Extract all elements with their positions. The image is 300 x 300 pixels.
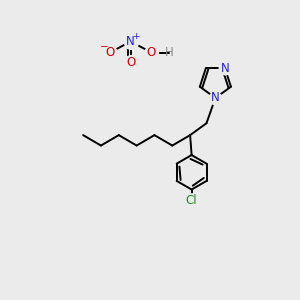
Text: Cl: Cl [186, 194, 197, 207]
Text: N: N [220, 62, 230, 75]
Text: N: N [126, 35, 135, 48]
Text: O: O [105, 46, 115, 59]
Text: O: O [147, 46, 156, 59]
Text: O: O [126, 56, 135, 69]
Text: N: N [211, 92, 220, 104]
Text: −: − [100, 43, 108, 52]
Text: +: + [132, 32, 140, 41]
Text: H: H [165, 46, 174, 59]
